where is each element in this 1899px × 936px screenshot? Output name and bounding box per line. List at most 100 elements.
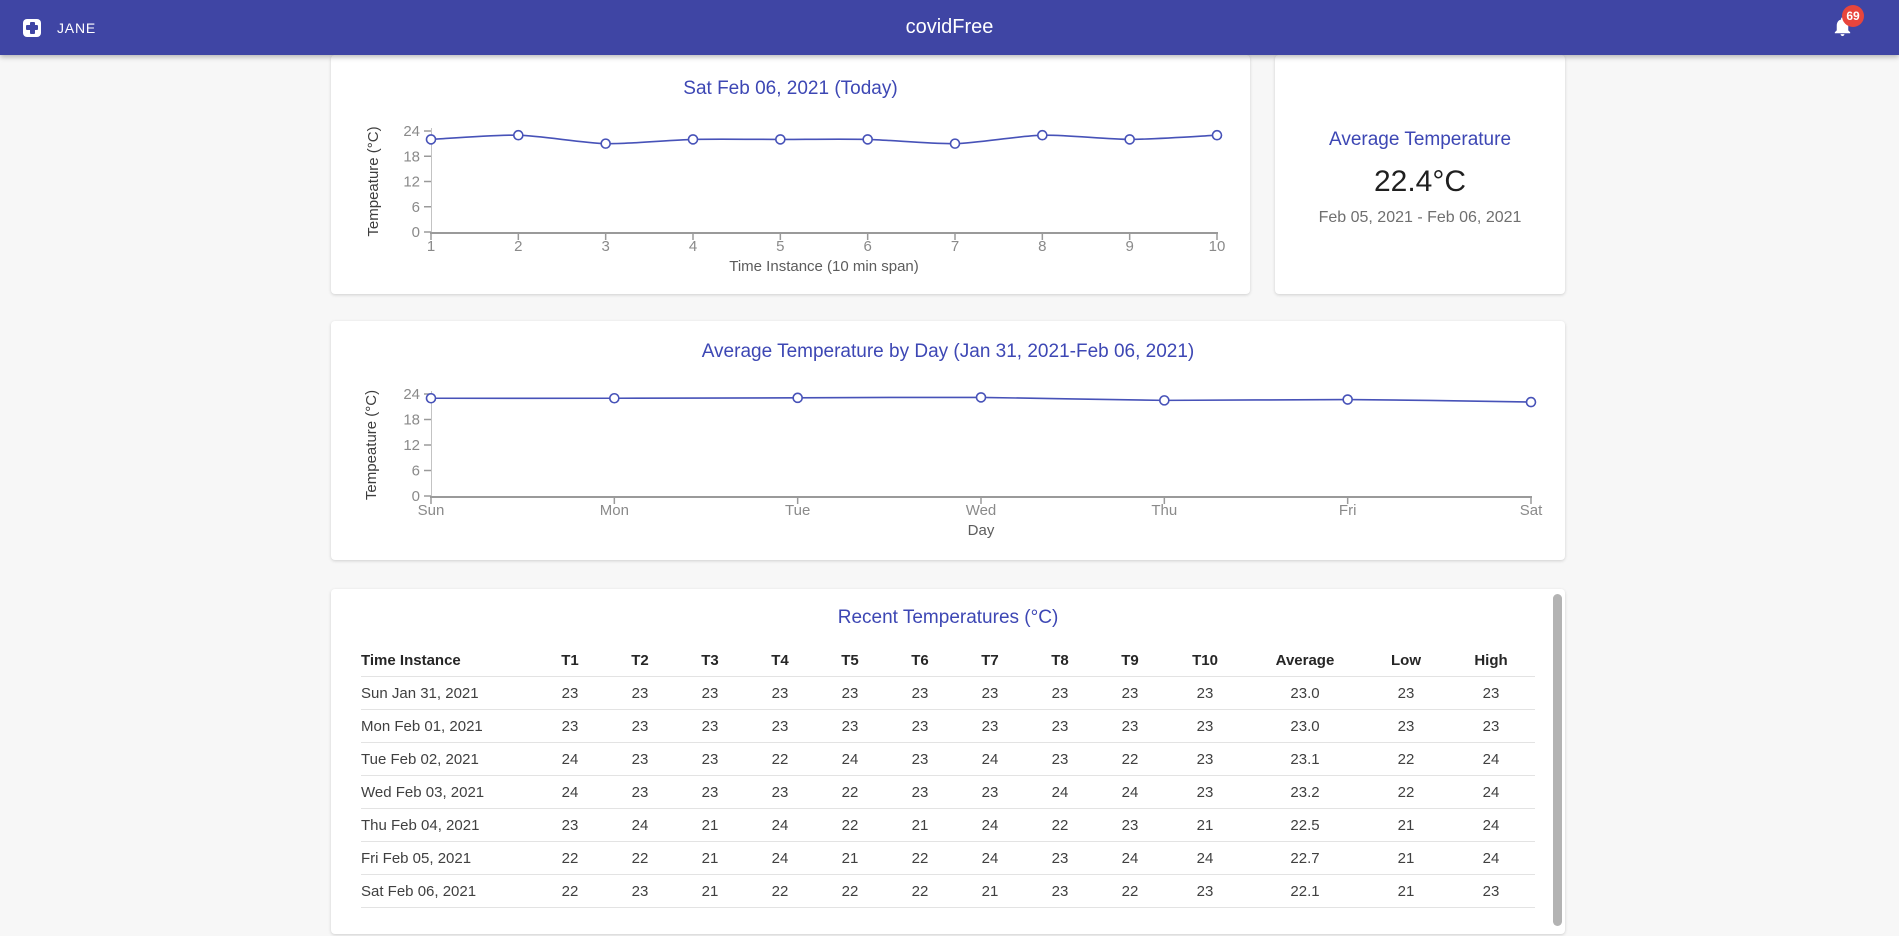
table-cell: 24 [955,742,1025,776]
svg-text:24: 24 [403,386,420,403]
table-cell: 24 [535,775,605,809]
table-cell: 23 [1447,709,1535,743]
svg-text:Thu: Thu [1151,502,1177,519]
table-cell: 22 [815,808,885,842]
navbar: JANE covidFree 69 [0,0,1899,55]
svg-text:12: 12 [403,174,420,191]
brand[interactable]: JANE [23,0,96,55]
recent-temperatures-card: Recent Temperatures (°C) Time Instance T1… [331,589,1565,934]
table-cell: 23 [745,775,815,809]
brand-label: JANE [57,19,96,36]
column-header: Time Instance [361,644,535,677]
table-cell: Wed Feb 03, 2021 [361,775,535,809]
table-cell: 23.1 [1245,742,1365,776]
column-header: T10 [1165,644,1245,677]
table-cell: 22 [745,742,815,776]
column-header: T4 [745,644,815,677]
svg-text:12: 12 [403,437,420,454]
weekly-chart-title: Average Temperature by Day (Jan 31, 2021… [701,341,1195,362]
table-cell: 24 [1447,841,1535,875]
table-cell: 22 [1095,874,1165,908]
table-scrollbar[interactable] [1553,594,1562,926]
table-cell: 22.1 [1245,874,1365,908]
column-header: T1 [535,644,605,677]
table-cell: 22 [745,874,815,908]
table-cell: 21 [815,841,885,875]
table-cell: 21 [1365,874,1447,908]
weekly-chart-card: Average Temperature by Day (Jan 31, 2021… [331,321,1565,560]
table-cell: 23 [745,676,815,710]
table-cell: 23 [1165,874,1245,908]
table-cell: 23 [955,709,1025,743]
table-cell: 23 [1025,874,1095,908]
table-cell: 22 [1365,742,1447,776]
table-cell: 23.0 [1245,709,1365,743]
table-cell: 24 [605,808,675,842]
notification-badge: 69 [1842,5,1864,27]
column-header: T8 [1025,644,1095,677]
table-cell: 23 [675,742,745,776]
svg-text:Sat: Sat [1520,502,1543,519]
column-header: Average [1245,644,1365,677]
svg-text:Tue: Tue [785,502,810,519]
svg-text:6: 6 [412,463,420,480]
table-cell: 23.2 [1245,775,1365,809]
table-cell: 23 [1165,742,1245,776]
table-cell: Sun Jan 31, 2021 [361,676,535,710]
column-header: T3 [675,644,745,677]
table-cell: 23 [1095,808,1165,842]
table-cell: 21 [885,808,955,842]
table-cell: 23.0 [1245,676,1365,710]
svg-text:9: 9 [1125,238,1133,255]
table-cell: 23 [1095,709,1165,743]
svg-text:4: 4 [689,238,697,255]
table-cell: 23 [1165,676,1245,710]
table-cell: 21 [1165,808,1245,842]
svg-text:2: 2 [514,238,522,255]
svg-text:7: 7 [951,238,959,255]
table-cell: 24 [1447,742,1535,776]
table-cell: Tue Feb 02, 2021 [361,742,535,776]
table-cell: 22.7 [1245,841,1365,875]
table-cell: 23 [955,676,1025,710]
table-cell: 23 [605,874,675,908]
svg-text:3: 3 [601,238,609,255]
table-cell: 22 [885,841,955,875]
table-cell: Sat Feb 06, 2021 [361,874,535,908]
table-cell: 24 [1025,775,1095,809]
table-cell: 23 [745,709,815,743]
table-cell: 23 [1365,676,1447,710]
table-cell: 24 [1447,808,1535,842]
table-row: Wed Feb 03, 2021 24 23 23 23 22 23 23 24 24 23 23.2… [361,775,1535,809]
table-cell: 23 [675,775,745,809]
svg-text:1: 1 [427,238,435,255]
table-cell: 22 [1365,775,1447,809]
svg-text:Tempeature (°C): Tempeature (°C) [365,126,382,236]
table-cell: 22 [535,874,605,908]
table-cell: Fri Feb 05, 2021 [361,841,535,875]
table-cell: 21 [1365,841,1447,875]
svg-text:Fri: Fri [1339,502,1357,519]
table-cell: Thu Feb 04, 2021 [361,808,535,842]
medical-plus-icon [23,18,41,37]
table-cell: 24 [745,808,815,842]
table-cell: 22 [885,874,955,908]
svg-text:24: 24 [403,123,420,140]
table-cell: 23 [815,709,885,743]
svg-text:10: 10 [1209,238,1226,255]
notifications-button[interactable]: 69 [1829,5,1875,50]
table-cell: 23 [675,676,745,710]
table-cell: 24 [1165,841,1245,875]
table-cell: 24 [815,742,885,776]
table-cell: 21 [1365,808,1447,842]
today-chart-card: Sat Feb 06, 2021 (Today) 0 6 12 18 24 1 2 3 4 5 6 7… [331,55,1250,294]
app-title: covidFree [905,16,994,38]
svg-text:Tempeature (°C): Tempeature (°C) [363,390,380,500]
table-cell: 24 [1095,775,1165,809]
table-cell: 23 [885,775,955,809]
table-header-row: Time Instance T1 T2 T3 T4 T5 T6 T7 T8 T9 T10 Averag… [361,644,1535,677]
table-cell: 24 [955,841,1025,875]
table-cell: 21 [955,874,1025,908]
table-cell: Mon Feb 01, 2021 [361,709,535,743]
